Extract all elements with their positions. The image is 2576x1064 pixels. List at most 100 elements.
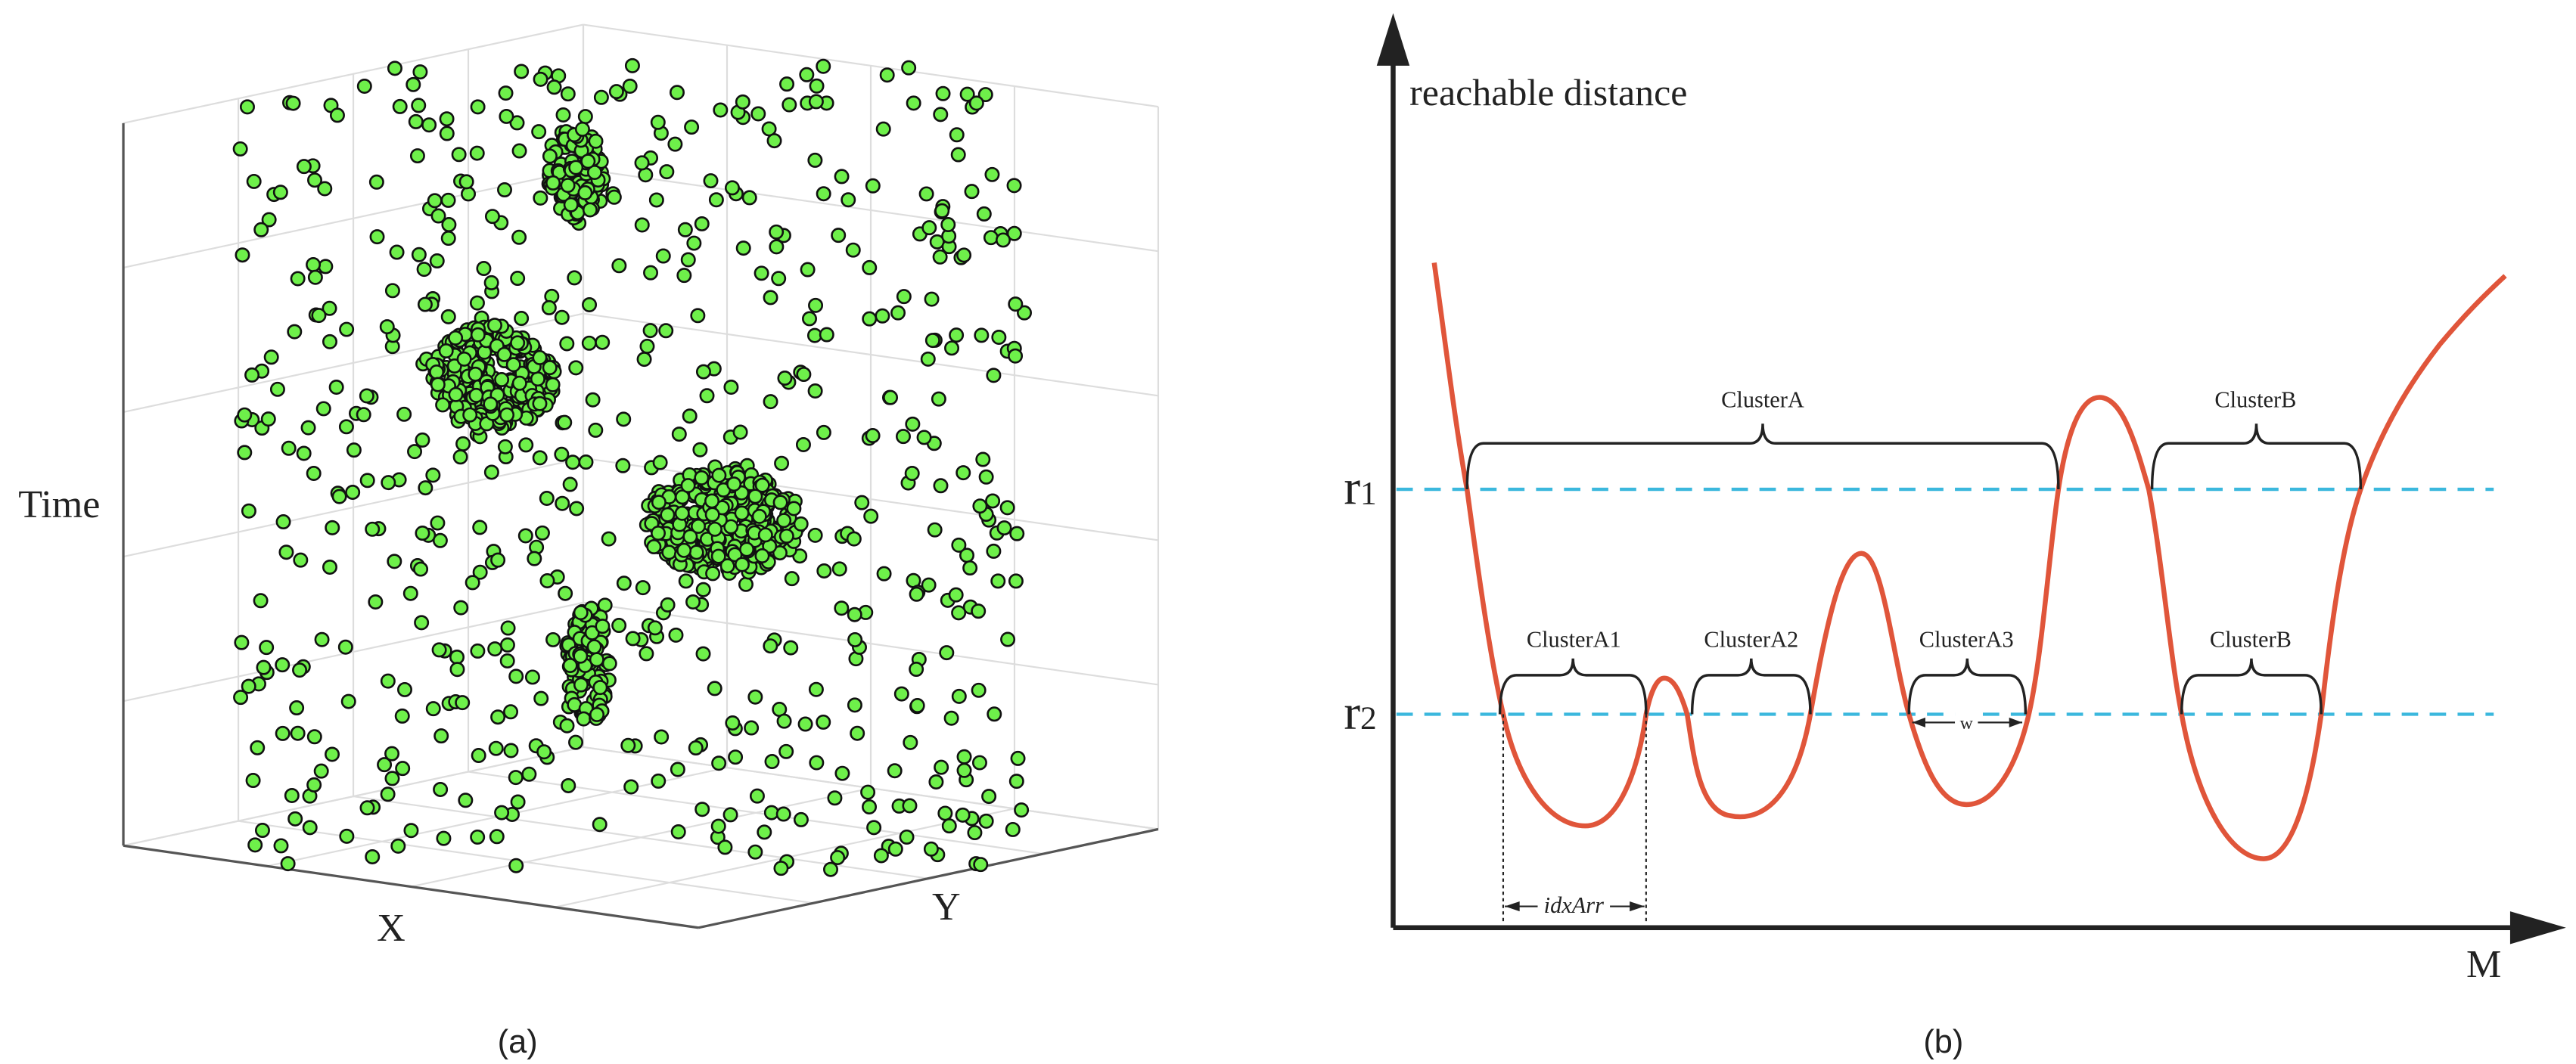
scatter-point [703,173,719,189]
scatter-point [409,148,425,164]
scatter-point [990,573,1006,589]
scatter-point [245,773,261,789]
scatter-point [314,631,330,647]
scatter-point [808,681,824,697]
scatter-point [340,693,356,709]
scatter-point [281,440,297,456]
scatter-point [568,360,584,376]
grid-line [583,168,1159,253]
scatter-point [682,408,698,424]
scatter-point [795,436,811,452]
scatter-point [346,442,362,458]
scatter-point [534,525,550,541]
scatter-point [558,585,573,601]
scatter-point [661,544,677,560]
scatter-point [490,709,506,725]
scatter-point [532,349,548,365]
scatter-point [783,640,799,656]
scatter-point [554,446,570,462]
reachability-curve [1431,262,2507,861]
scatter-point [831,561,847,577]
scatter-point [573,648,589,664]
scatter-point [978,469,994,485]
scatter-point [899,829,915,845]
scatter-point [588,133,604,149]
scatter-point [635,580,651,596]
scatter-point [971,682,987,698]
scatter-point [948,587,964,603]
scatter-point [402,585,418,601]
scatter-point [484,209,500,225]
scatter-point [369,229,385,245]
scatter-point [732,424,748,440]
cluster-label: ClusterA1 [1527,626,1621,652]
scatter-point [440,309,456,324]
scatter-point [541,299,557,315]
scatter-point [470,327,486,343]
scatter-point [456,351,472,367]
scatter-point [971,603,987,619]
scatter-point [560,178,576,194]
scatter-point [676,542,692,558]
scatter-point [533,690,549,706]
scatter-point [433,728,449,744]
scatter-point [902,798,918,814]
scatter-point [771,271,787,287]
scatter-point [499,407,515,423]
scatter-point [280,856,296,872]
scatter-point [827,790,843,806]
scatter-point [284,788,300,803]
scatter-point [468,387,484,403]
grid-line [583,457,1159,541]
scatter-point [876,566,892,582]
scatter-point [676,268,692,284]
scatter-point [793,516,809,532]
scatter-point [494,805,510,820]
scatter-point [986,543,1002,559]
scatter-point [232,141,248,157]
scatter-point [577,185,593,200]
scatter-point [670,824,686,839]
scatter-point [497,182,512,197]
scatter-point [694,802,710,817]
scatter-point [642,323,658,339]
scatter-point [595,619,611,634]
scatter-point [939,645,955,661]
scatter-point [951,688,967,704]
scatter-point [239,99,255,115]
brace [2180,658,2323,715]
scatter-point [904,465,920,481]
scatter-point [744,720,760,736]
scatter-point [415,526,430,541]
scatter-point [931,391,946,407]
scatter-point [425,467,441,483]
scatter-point [256,659,272,675]
scatter-point [943,710,959,726]
scatter-point [928,774,944,789]
scatter-point [807,383,823,399]
scatter-point [670,762,685,777]
scatter-point [723,380,739,395]
scatter-point [909,586,924,602]
scatter-point [764,754,780,770]
scatter-point [778,743,794,759]
scatter-point [497,439,513,454]
scatter-point [1010,750,1026,766]
scatter-point [250,740,266,755]
scatter-point [694,216,710,231]
scatter-point [890,305,906,321]
scatter-point [430,208,446,224]
scatter-point [959,86,975,102]
scatter-point [750,106,766,122]
scatter-point [688,544,704,560]
scatter-point [611,618,627,634]
scatter-point [809,78,825,94]
scatter-point [580,154,596,169]
scatter-point [582,297,598,312]
threshold-symbol: r [1344,686,1360,740]
scatter-point [587,164,602,180]
scatter-point [338,419,354,435]
scatter-point [311,308,327,324]
scatter-point [365,521,381,537]
scatter-point [808,297,824,313]
